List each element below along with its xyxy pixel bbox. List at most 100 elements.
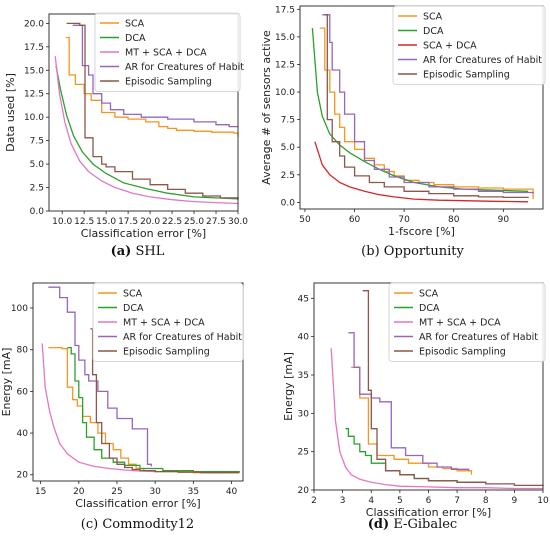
y-tick-label: 30 [298, 409, 310, 419]
y-tick-label: 60 [17, 387, 29, 397]
x-tick-label: 10.0 [52, 217, 72, 227]
y-axis-label: Energy [mA] [282, 352, 295, 421]
y-tick-label: 17.5 [275, 5, 295, 15]
legend-label: SCA [125, 19, 145, 30]
x-axis-label: Classification error [%] [75, 497, 200, 510]
x-tick-label: 50 [299, 215, 311, 225]
x-tick-label: 9 [512, 496, 518, 506]
caption-c-text: Commodity12 [102, 517, 195, 532]
y-tick-label: 100 [11, 304, 28, 314]
series-line-4 [90, 328, 240, 474]
x-tick-label: 17.5 [118, 217, 138, 227]
series-line-4 [66, 22, 239, 200]
x-tick-label: 3 [340, 496, 346, 506]
legend-label: Episodic Sampling [123, 347, 210, 358]
y-tick-label: 10.0 [24, 113, 44, 123]
x-tick-label: 70 [398, 215, 410, 225]
x-tick-label: 40 [226, 487, 238, 497]
series-line-2 [41, 343, 156, 473]
legend-label: SCA + DCA [423, 41, 477, 52]
series-line-0 [319, 27, 534, 200]
caption-c: (c) Commodity12 [0, 517, 275, 532]
legend-label: MT + SCA + DCA [123, 318, 205, 329]
caption-d: (d) E-Gibalec [275, 517, 550, 532]
x-axis-label: Classification error [%] [366, 506, 491, 519]
caption-b-text: Opportunity [383, 244, 464, 259]
x-tick-label: 80 [448, 215, 460, 225]
y-tick-label: 20.0 [24, 19, 44, 29]
legend-box [392, 5, 546, 85]
y-tick-label: 40 [298, 333, 310, 343]
caption-b-letter: (b) [361, 244, 380, 259]
x-tick-label: 35 [188, 487, 199, 497]
caption-d-text: E-Gibalec [393, 517, 458, 532]
y-tick-label: 10.0 [275, 88, 295, 98]
x-axis-label: 1-fscore [%] [388, 225, 455, 238]
y-tick-label: 2.5 [30, 184, 44, 194]
legend-label: Episodic Sampling [125, 77, 212, 88]
x-tick-label: 20 [73, 487, 85, 497]
x-tick-label: 12.5 [74, 217, 94, 227]
series-line-4 [362, 290, 544, 487]
x-tick-label: 25.0 [184, 217, 204, 227]
legend-label: SCA [423, 12, 443, 23]
y-tick-label: 12.5 [275, 60, 295, 70]
legend-label: AR for Creatures of Habit [123, 332, 242, 343]
y-tick-label: 17.5 [24, 43, 44, 53]
x-tick-label: 22.5 [162, 217, 182, 227]
y-tick-label: 5.0 [281, 143, 296, 153]
y-tick-label: 15.0 [275, 33, 295, 43]
series-line-2 [330, 348, 543, 490]
y-tick-label: 5.0 [30, 160, 45, 170]
x-tick-label: 30.0 [228, 217, 248, 227]
x-tick-label: 4 [368, 496, 374, 506]
legend-label: SCA [123, 289, 143, 300]
y-tick-label: 0.0 [30, 207, 45, 217]
y-tick-label: 35 [298, 371, 309, 381]
y-tick-label: 15.0 [24, 66, 44, 76]
chart-panel-1: 50 60 70 80 90 0.0 2.5 5.0 7.5 10.0 12.5 15.0 17.5 1-… [260, 5, 546, 238]
series-line-4 [324, 14, 529, 199]
x-tick-label: 20.0 [140, 217, 160, 227]
series-line-3 [48, 286, 153, 467]
y-axis-label: Energy [mA] [0, 348, 13, 417]
chart-panel-2: 15 20 25 30 35 40 20 40 60 80 100 Classification er… [0, 282, 244, 510]
y-tick-label: 80 [17, 346, 29, 356]
series-line-1 [67, 346, 240, 473]
x-tick-label: 5 [397, 496, 403, 506]
legend-box [92, 282, 244, 362]
x-tick-label: 25 [111, 487, 122, 497]
y-tick-label: 45 [298, 294, 309, 304]
x-tick-label: 7 [454, 496, 460, 506]
y-tick-label: 0.0 [281, 198, 296, 208]
legend-label: MT + SCA + DCA [125, 48, 207, 59]
x-axis-label: Classification error [%] [81, 227, 206, 240]
y-tick-label: 12.5 [24, 90, 44, 100]
legend-label: DCA [125, 33, 146, 44]
legend-label: Episodic Sampling [423, 70, 510, 81]
chart-panel-0: 10.0 12.5 15.0 17.5 20.0 22.5 25.0 27.5 30.00.02… [4, 12, 248, 240]
x-tick-label: 15.0 [96, 217, 116, 227]
x-tick-label: 6 [426, 496, 432, 506]
legend-label: DCA [123, 303, 144, 314]
series-line-3 [348, 332, 470, 471]
y-axis-label: Average # of sensors active [260, 30, 273, 185]
series-line-1 [55, 65, 239, 200]
x-tick-label: 2 [311, 496, 317, 506]
x-tick-label: 90 [498, 215, 510, 225]
x-tick-label: 27.5 [206, 217, 226, 227]
legend-label: DCA [419, 303, 440, 314]
legend-label: AR for Creatures of Habit [125, 62, 244, 73]
x-tick-label: 30 [149, 487, 161, 497]
series-line-3 [322, 14, 534, 194]
legend-label: DCA [423, 26, 444, 37]
series-line-2 [54, 56, 239, 205]
series-line-2 [314, 141, 529, 203]
series-line-0 [65, 36, 239, 137]
y-tick-label: 2.5 [281, 171, 295, 181]
y-tick-label: 40 [17, 429, 29, 439]
y-tick-label: 25 [298, 448, 309, 458]
